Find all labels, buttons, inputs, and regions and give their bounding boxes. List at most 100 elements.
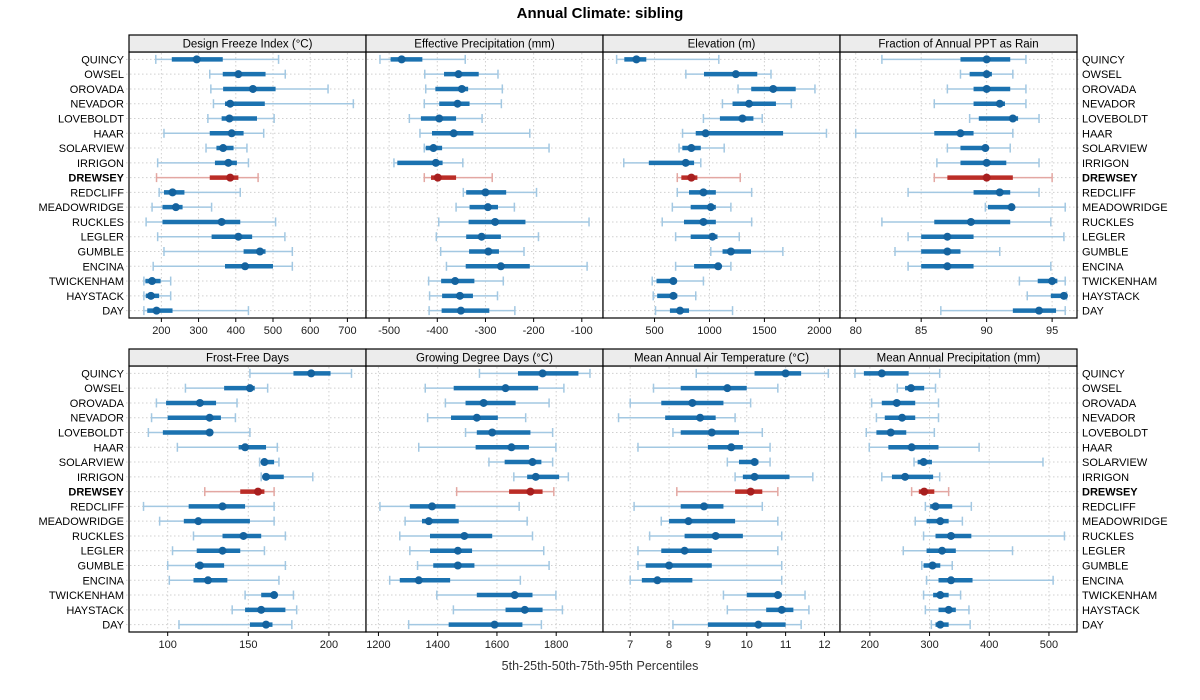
median-dot — [262, 472, 271, 481]
panel-frost-free-days: Frost-Free Days 100 150 200 — [126, 348, 367, 651]
panel-body — [840, 52, 1077, 318]
whisker-meadowridge — [660, 516, 779, 526]
whisker-ruckles — [881, 217, 1052, 227]
whisker-nevador — [721, 99, 793, 109]
median-dot — [707, 428, 716, 437]
station-label-right-twickenham: TWICKENHAM — [1082, 590, 1157, 602]
whisker-quincy — [695, 368, 830, 378]
median-dot — [723, 384, 732, 393]
whisker-loveboldt — [408, 114, 483, 123]
whisker-day — [407, 620, 543, 630]
station-label-right-orovada: OROVADA — [1082, 84, 1137, 96]
station-label-left-day: DAY — [102, 620, 124, 632]
median-dot — [936, 591, 945, 600]
median-dot — [152, 306, 161, 315]
station-label-right-day: DAY — [1082, 306, 1104, 318]
axis-tick-label: 90 — [981, 325, 993, 337]
median-dot — [773, 591, 782, 600]
median-dot — [501, 384, 510, 393]
median-dot — [936, 620, 945, 629]
median-dot — [431, 158, 440, 167]
median-dot — [460, 531, 469, 540]
whisker-drewsey — [423, 173, 493, 183]
axis-tick-label: 9 — [705, 639, 711, 651]
whisker-haystack — [428, 291, 499, 301]
median-dot — [995, 188, 1004, 197]
whisker-day — [672, 620, 802, 630]
panel-body — [129, 52, 366, 318]
whisker-owsel — [685, 69, 772, 79]
whisker-encina — [168, 575, 280, 585]
median-dot — [699, 217, 708, 226]
median-dot — [245, 384, 254, 393]
station-label-left-ruckles: RUCKLES — [72, 217, 124, 229]
median-dot — [481, 188, 490, 197]
median-dot — [1007, 203, 1016, 212]
whisker-orovada — [210, 84, 329, 94]
panel-body — [603, 52, 840, 318]
whisker-irrigon — [393, 158, 464, 168]
whisker-gumble — [894, 247, 1001, 256]
whisker-twickenham — [651, 276, 705, 286]
station-label-right-haystack: HAYSTACK — [1082, 605, 1140, 617]
whisker-irrigon — [734, 472, 814, 482]
whisker-haystack — [1026, 291, 1068, 301]
whisker-legler — [907, 232, 1065, 242]
station-label-left-meadowridge: MEADOWRIDGE — [38, 516, 124, 528]
median-dot — [146, 291, 155, 300]
whisker-haar — [417, 442, 557, 452]
median-dot — [488, 428, 497, 437]
median-dot — [507, 443, 516, 452]
whisker-meadowridge — [671, 202, 732, 212]
station-label-right-owsel: OWSEL — [1082, 69, 1122, 81]
panel-title: Elevation (m) — [688, 39, 756, 51]
axis-tick-label: 500 — [1040, 639, 1058, 651]
median-dot — [453, 561, 462, 570]
panel-title: Effective Precipitation (mm) — [414, 39, 555, 51]
station-label-left-quincy: QUINCY — [81, 54, 124, 66]
whisker-twickenham — [143, 276, 172, 286]
whisker-quincy — [478, 368, 591, 378]
median-dot — [708, 232, 717, 241]
panel-title: Frost-Free Days — [206, 353, 289, 365]
axis-tick-label: -200 — [523, 325, 545, 337]
axis-tick-label: -400 — [426, 325, 448, 337]
station-label-right-loveboldt: LOVEBOLDT — [1082, 428, 1148, 440]
whisker-haar — [163, 128, 265, 138]
whisker-orovada — [737, 84, 816, 94]
median-dot — [1059, 291, 1068, 300]
axis-tick-label: 7 — [627, 639, 633, 651]
whisker-nevador — [426, 413, 527, 423]
station-label-right-owsel: OWSEL — [1082, 383, 1122, 395]
whisker-gumble — [439, 247, 525, 256]
station-label-right-redcliff: REDCLIFF — [1082, 187, 1136, 199]
station-label-left-haystack: HAYSTACK — [66, 291, 124, 303]
station-label-left-owsel: OWSEL — [84, 383, 124, 395]
median-dot — [491, 217, 500, 226]
station-label-right-day: DAY — [1082, 620, 1104, 632]
median-dot — [701, 129, 710, 138]
whisker-solarview — [913, 457, 1044, 467]
whisker-meadowridge — [914, 516, 964, 526]
median-dot — [449, 129, 458, 138]
whisker-legler — [409, 546, 545, 556]
whisker-owsel — [959, 69, 1014, 79]
median-dot — [669, 291, 678, 300]
median-dot — [454, 70, 463, 79]
median-dot — [938, 546, 947, 555]
whisker-owsel — [208, 69, 287, 79]
median-dot — [171, 203, 180, 212]
median-dot — [956, 129, 965, 138]
axis-tick-label: -100 — [571, 325, 593, 337]
panel-title: Fraction of Annual PPT as Rain — [878, 39, 1038, 51]
station-label-left-owsel: OWSEL — [84, 69, 124, 81]
median-dot — [943, 262, 952, 271]
station-label-left-solarview: SOLARVIEW — [59, 143, 125, 155]
station-label-left-gumble: GUMBLE — [78, 247, 124, 259]
panel-effective-precipitation-mm: Effective Precipitation (mm) -500 -400 -300… — [365, 34, 604, 337]
whisker-nevador — [933, 99, 1027, 109]
whisker-meadowridge — [404, 516, 528, 526]
whisker-drewsey — [933, 173, 1053, 183]
